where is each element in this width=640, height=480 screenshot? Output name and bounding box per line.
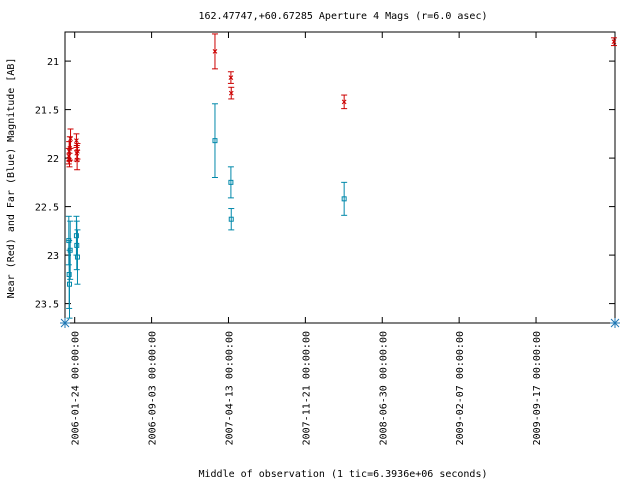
- square-marker: [228, 179, 234, 185]
- x-marker: [75, 148, 80, 154]
- data-point: [341, 94, 348, 110]
- chart-title: 162.47747,+60.67285 Aperture 4 Mags (r=6…: [199, 11, 488, 22]
- data-point: [74, 143, 81, 160]
- x-tick-label: 2006-01-24 00:00:00: [71, 331, 82, 445]
- y-tick-label: 23.5: [35, 300, 59, 311]
- edge-star-marker: [610, 318, 620, 328]
- square-marker: [74, 242, 80, 248]
- x-tick-label: 2009-09-17 00:00:00: [532, 331, 543, 445]
- x-marker: [341, 99, 347, 105]
- square-marker: [74, 254, 80, 260]
- square-marker: [228, 216, 234, 222]
- axis-ticks: 21 21.5 22 22.5 23 23.5 2006-01-24 00:00:00 200…: [35, 32, 615, 445]
- y-axis-label: Near (Red) and Far (Blue) Magnitude [AB]: [6, 58, 17, 299]
- y-tick-label: 22.5: [35, 203, 59, 214]
- x-tick-label: 2009-02-07 00:00:00: [455, 331, 466, 445]
- data-point: [66, 249, 73, 319]
- square-marker: [212, 138, 218, 144]
- x-tick-label: 2007-11-21 00:00:00: [301, 331, 312, 445]
- y-tick-label: 22: [47, 154, 59, 165]
- x-marker: [228, 75, 234, 80]
- y-tick-label: 21: [47, 57, 59, 68]
- y-tick-label: 21.5: [35, 106, 59, 117]
- square-marker: [67, 281, 73, 287]
- y-tick-label: 23: [47, 251, 59, 262]
- data-point: [610, 37, 617, 47]
- x-marker: [74, 138, 79, 143]
- square-marker: [67, 247, 73, 253]
- x-marker: [212, 49, 218, 54]
- edge-star-marker: [60, 318, 70, 328]
- data-point: [227, 166, 234, 199]
- data-point: [73, 220, 80, 271]
- data-point: [211, 103, 218, 178]
- x-tick-label: 2008-06-30 00:00:00: [378, 331, 389, 445]
- data-point: [74, 229, 81, 285]
- data-point: [341, 181, 348, 216]
- x-marker: [68, 136, 73, 142]
- square-marker: [341, 196, 347, 202]
- x-tick-label: 2006-09-03 00:00:00: [148, 331, 159, 445]
- data-point: [67, 220, 74, 280]
- x-tick-label: 2007-04-13 00:00:00: [224, 331, 235, 445]
- data-point: [67, 128, 74, 149]
- star-stroke: [610, 318, 620, 328]
- x-axis-label: Middle of observation (1 tic=6.3936e+06 …: [199, 469, 488, 480]
- star-stroke: [60, 318, 70, 328]
- data-point: [211, 33, 218, 70]
- x-marker: [66, 148, 72, 154]
- x-marker: [228, 90, 234, 96]
- data-point: [228, 208, 235, 231]
- plot-frame: [64, 31, 616, 324]
- data-point: [228, 86, 235, 100]
- data-point: [227, 71, 234, 84]
- data-marks: [60, 33, 620, 328]
- x-marker: [611, 39, 617, 45]
